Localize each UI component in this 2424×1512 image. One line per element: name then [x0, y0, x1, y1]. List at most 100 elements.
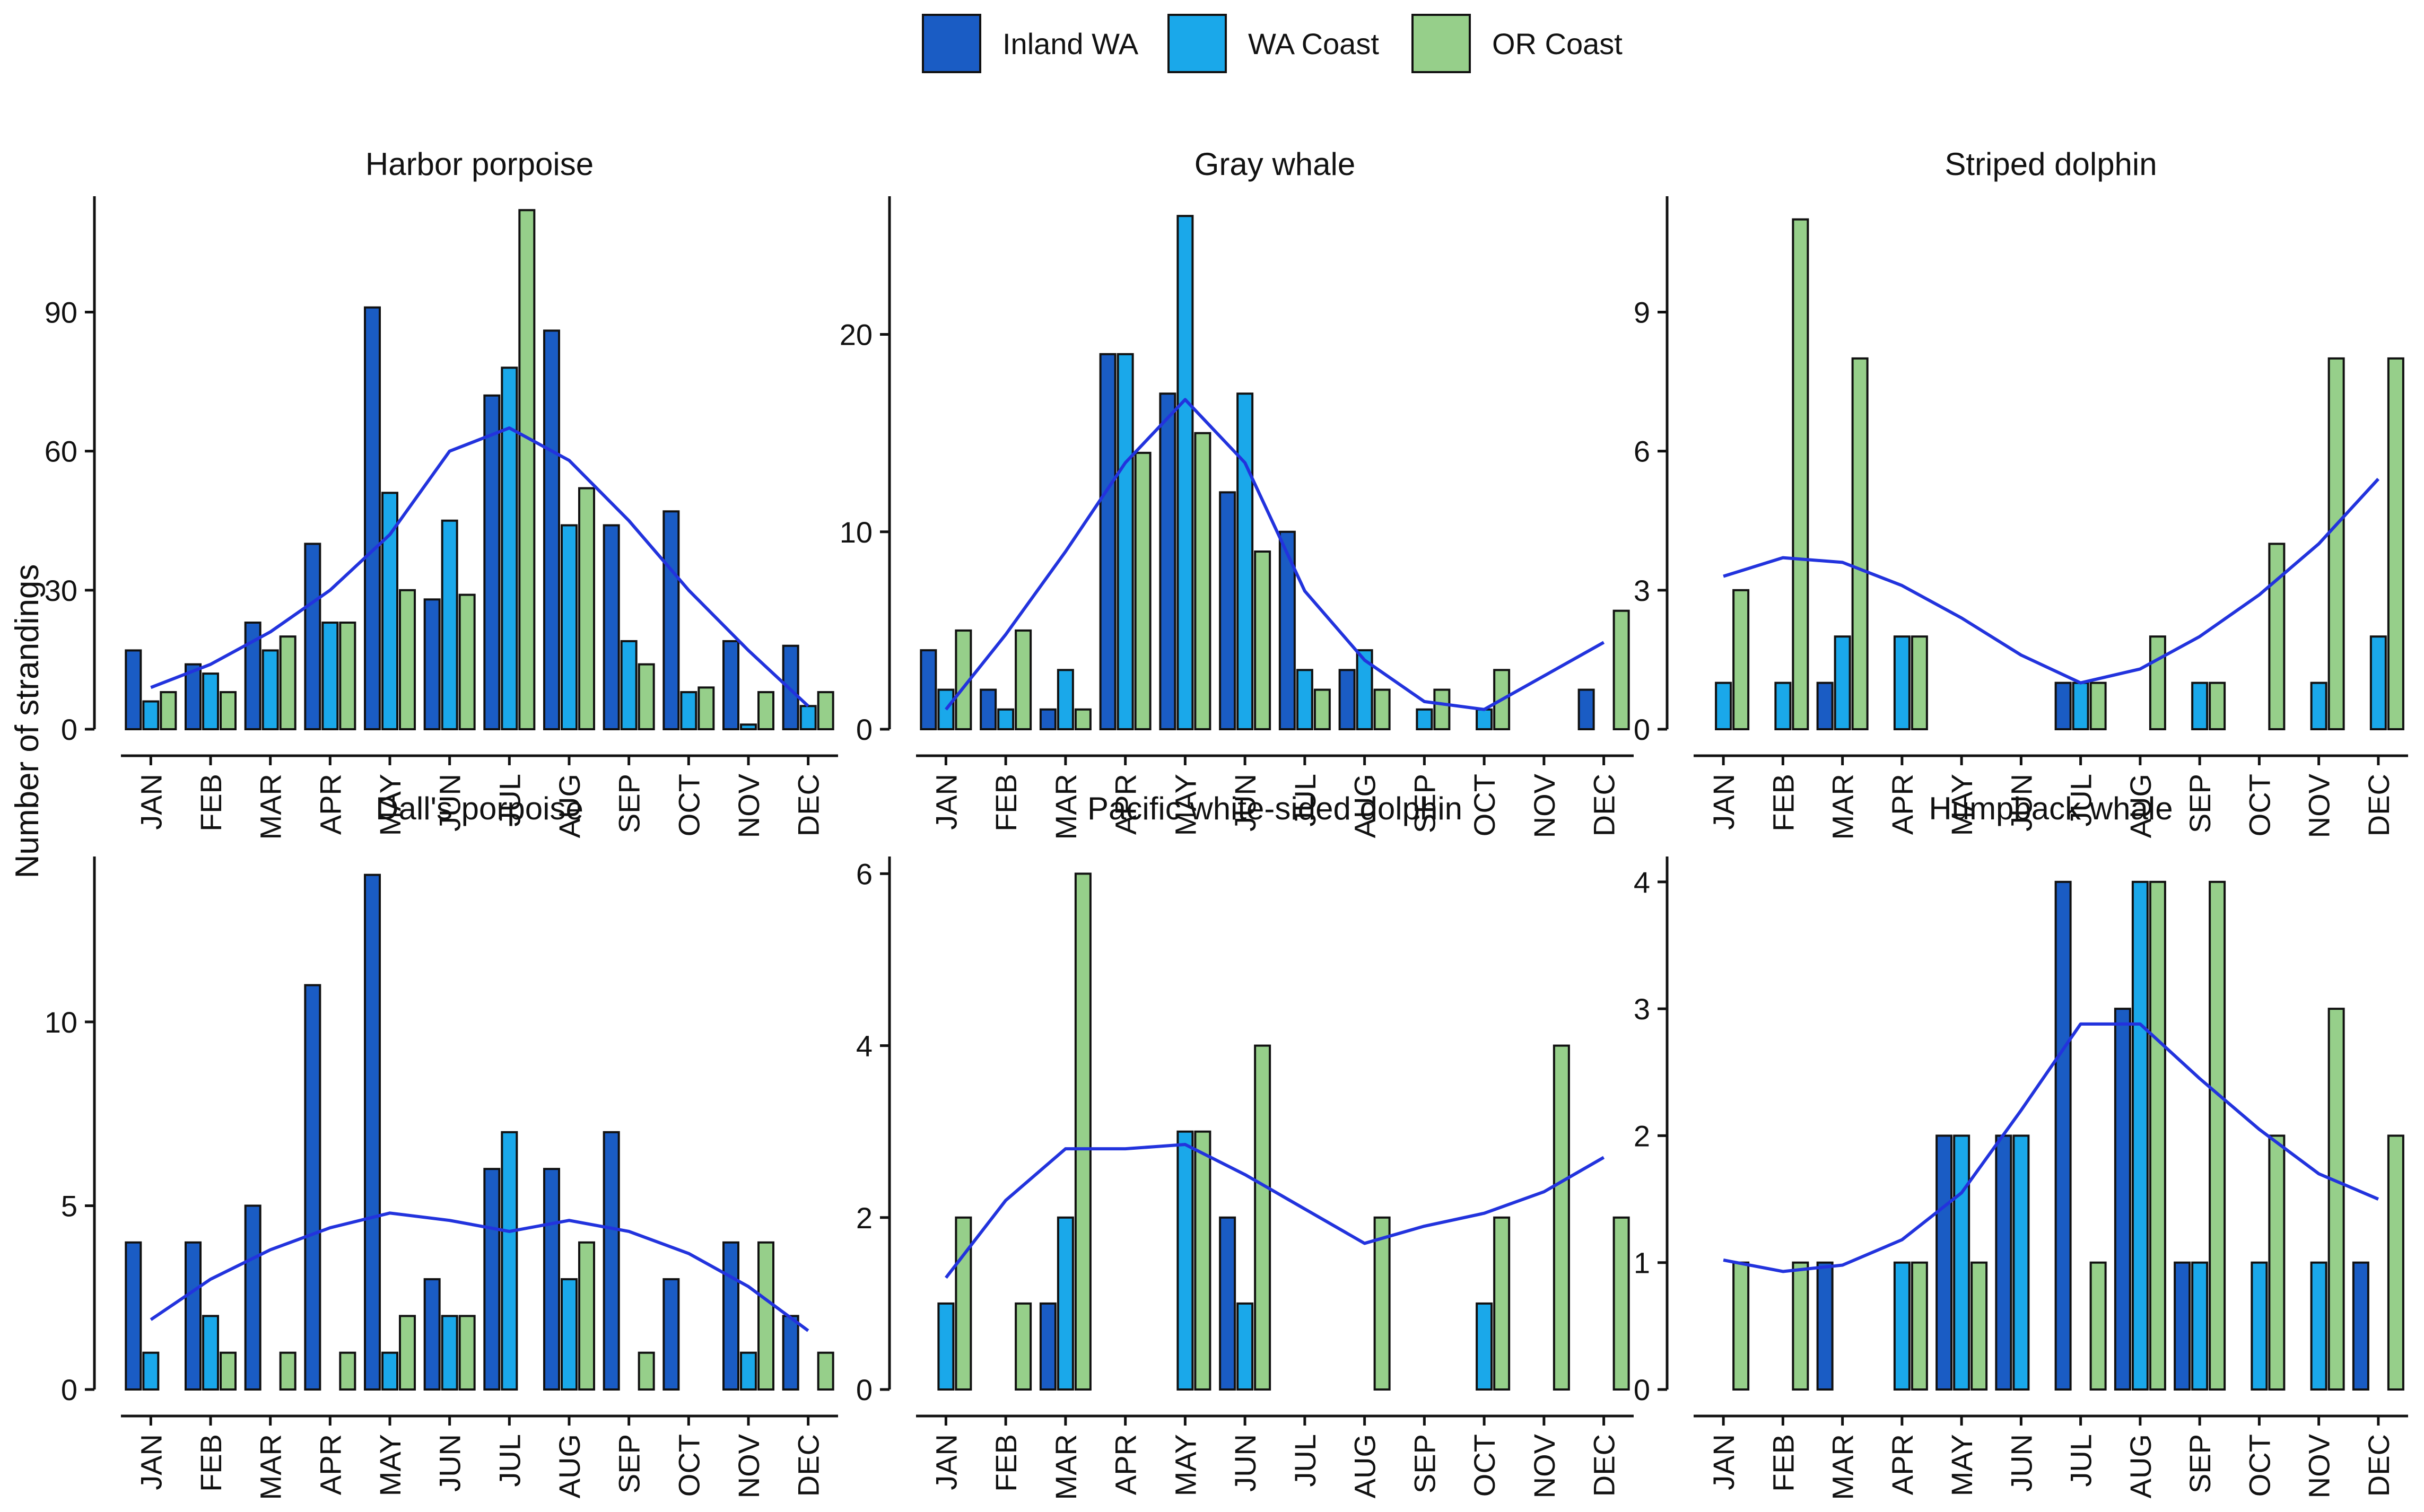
x-tick-label: DEC	[2362, 774, 2395, 836]
bar-inland-wa	[603, 1131, 620, 1391]
bar-or-coast	[1254, 1044, 1271, 1391]
bar-or-coast	[638, 663, 655, 731]
bar-inland-wa	[1039, 708, 1057, 731]
bar-or-coast	[1493, 1216, 1511, 1391]
bar-or-coast	[518, 209, 536, 730]
bar-or-coast	[817, 1351, 834, 1391]
x-tick-label: MAY	[1945, 1434, 1978, 1496]
x-tick-label: JUL	[1288, 1434, 1322, 1487]
bar-inland-wa	[2114, 1008, 2131, 1391]
bar-inland-wa	[423, 1278, 441, 1391]
bar-or-coast	[1015, 1302, 1032, 1391]
bar-or-coast	[1194, 432, 1211, 730]
x-tick-label: JUL	[2064, 1434, 2098, 1487]
bar-inland-wa	[125, 1241, 142, 1391]
x-tick-label: NOV	[1528, 1434, 1561, 1498]
x-tick-label: DEC	[792, 1434, 825, 1497]
bar-or-coast	[2387, 1134, 2404, 1391]
legend-swatch	[1167, 14, 1227, 73]
bar-inland-wa	[244, 1204, 261, 1391]
x-tick-label: DEC	[1588, 1434, 1621, 1497]
y-tick-label: 4	[856, 1029, 873, 1063]
x-tick-label: DEC	[1588, 774, 1621, 836]
panel-title: Humpback whale	[1929, 791, 2173, 826]
bar-inland-wa	[125, 649, 142, 731]
legend: Inland WA WA Coast OR Coast	[922, 14, 1623, 73]
bar-or-coast	[638, 1351, 655, 1391]
x-tick-label: OCT	[1468, 1434, 1501, 1497]
x-tick-label: MAY	[373, 774, 407, 836]
bar-wa-coast	[1236, 392, 1254, 730]
bar-wa-coast	[2310, 681, 2327, 730]
legend-label: WA Coast	[1248, 27, 1379, 60]
bar-or-coast	[2327, 357, 2345, 730]
bar-inland-wa	[185, 663, 202, 731]
bar-or-coast	[1792, 218, 1809, 730]
x-tick-label: FEB	[989, 774, 1023, 832]
bar-or-coast	[2268, 543, 2286, 731]
y-tick-label: 6	[1634, 435, 1650, 468]
bar-wa-coast	[1715, 681, 1732, 730]
x-tick-label: MAR	[1826, 774, 1860, 840]
y-tick-label: 3	[1634, 992, 1650, 1026]
bar-or-coast	[339, 1351, 356, 1391]
x-tick-label: APR	[313, 1434, 347, 1495]
bar-inland-wa	[722, 1241, 739, 1391]
x-tick-label: AUG	[1348, 774, 1382, 838]
bar-wa-coast	[501, 1131, 518, 1391]
bar-wa-coast	[1176, 1130, 1194, 1391]
x-tick-label: MAR	[1826, 1434, 1860, 1500]
bar-inland-wa	[2054, 880, 2072, 1391]
panel-dall-s-porpoise: Dall's porpoise 0 5 10 JAN FEB MAR APR MAY JUN JUL…	[45, 791, 838, 1500]
legend-swatch	[922, 14, 981, 73]
bar-or-coast	[1433, 688, 1451, 730]
bar-or-coast	[817, 691, 834, 730]
bar-inland-wa	[364, 306, 381, 730]
panel-gray-whale: Gray whale 0 10 20 JAN FEB MAR APR MAY JUN JUL AUG S…	[840, 146, 1634, 840]
bar-wa-coast	[1953, 1134, 1970, 1391]
bar-wa-coast	[1416, 708, 1433, 731]
bar-inland-wa	[1995, 1134, 2012, 1391]
bar-inland-wa	[2054, 681, 2072, 730]
x-tick-label: JUL	[1288, 774, 1322, 827]
x-tick-label: JAN	[134, 774, 168, 830]
bar-or-coast	[1911, 1261, 1928, 1391]
y-axis-label: Number of strandings	[9, 564, 46, 879]
legend-label: OR Coast	[1492, 27, 1623, 60]
x-tick-label: AUG	[553, 1434, 586, 1498]
bar-wa-coast	[2369, 635, 2387, 731]
x-tick-label: APR	[1109, 774, 1143, 835]
bar-inland-wa	[304, 543, 321, 731]
x-tick-label: FEB	[1766, 774, 1800, 832]
bar-or-coast	[697, 686, 715, 730]
bar-or-coast	[458, 1315, 476, 1391]
legend-item: OR Coast	[1411, 14, 1623, 73]
y-tick-label: 10	[840, 515, 873, 549]
x-tick-label: MAY	[373, 1434, 407, 1496]
x-tick-label: SEP	[1408, 774, 1441, 833]
bar-or-coast	[339, 622, 356, 730]
bar-or-coast	[220, 691, 237, 730]
trend-line	[945, 398, 1605, 711]
y-tick-label: 0	[1634, 1373, 1650, 1406]
bar-wa-coast	[2251, 1261, 2268, 1391]
bar-or-coast	[1373, 688, 1391, 730]
panel-title: Harbor porpoise	[365, 146, 594, 182]
x-tick-label: APR	[1886, 1434, 1919, 1495]
panel-title: Gray whale	[1194, 146, 1355, 182]
y-tick-label: 5	[61, 1189, 77, 1222]
bar-wa-coast	[501, 366, 518, 730]
bar-wa-coast	[997, 708, 1015, 731]
bar-or-coast	[1851, 357, 1869, 730]
y-tick-label: 0	[1634, 713, 1650, 746]
bar-inland-wa	[782, 1315, 799, 1391]
x-tick-label: JAN	[134, 1434, 168, 1490]
bar-wa-coast	[1774, 681, 1792, 730]
bar-inland-wa	[483, 1168, 501, 1391]
bar-or-coast	[1074, 872, 1092, 1391]
y-tick-label: 2	[1634, 1119, 1650, 1152]
bar-wa-coast	[680, 691, 697, 730]
y-tick-label: 3	[1634, 574, 1650, 607]
